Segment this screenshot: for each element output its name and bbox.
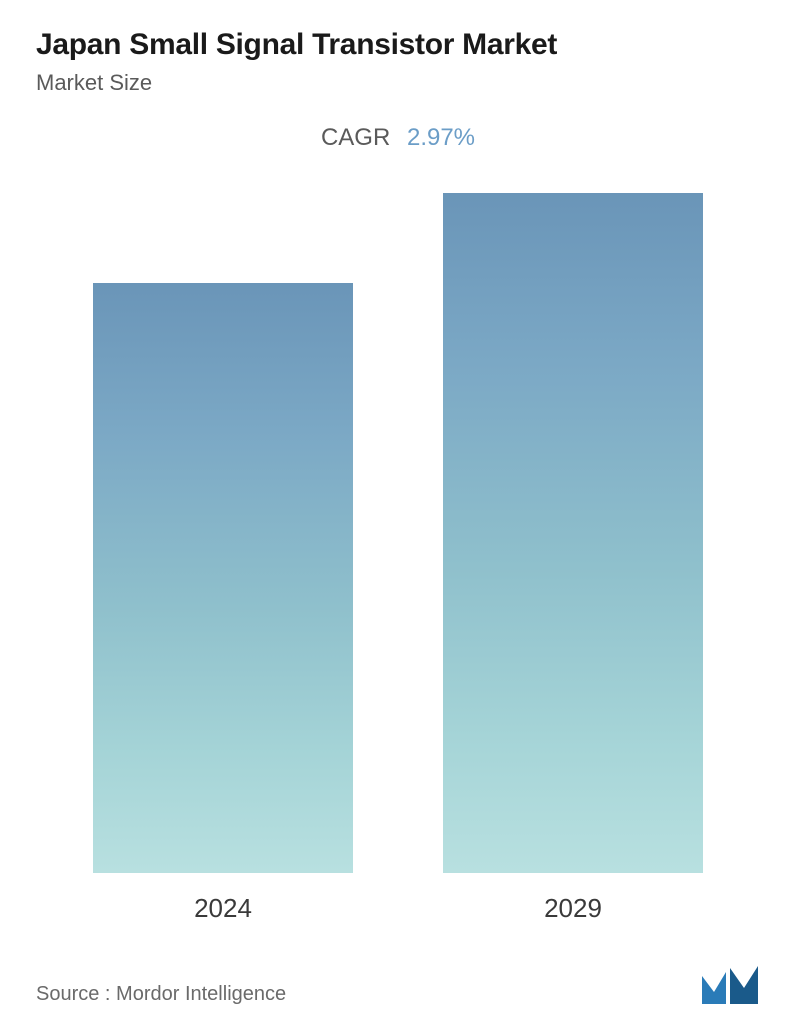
bar-2024	[93, 283, 353, 873]
cagr-row: CAGR 2.97%	[36, 124, 760, 152]
bar-group-2029: 2029	[443, 193, 703, 924]
bar-group-2024: 2024	[93, 283, 353, 924]
subtitle: Market Size	[36, 70, 760, 96]
chart-container: Japan Small Signal Transistor Market Mar…	[0, 0, 796, 1034]
cagr-label: CAGR	[321, 124, 390, 151]
source-text: Source : Mordor Intelligence	[36, 983, 286, 1006]
chart-area: 2024 2029	[36, 192, 760, 924]
cagr-value: 2.97%	[407, 124, 475, 151]
page-title: Japan Small Signal Transistor Market	[36, 28, 760, 62]
bar-2029	[443, 193, 703, 873]
footer: Source : Mordor Intelligence	[36, 924, 760, 1014]
bar-label-2029: 2029	[544, 893, 602, 924]
mordor-logo-icon	[700, 964, 760, 1006]
bar-label-2024: 2024	[194, 893, 252, 924]
